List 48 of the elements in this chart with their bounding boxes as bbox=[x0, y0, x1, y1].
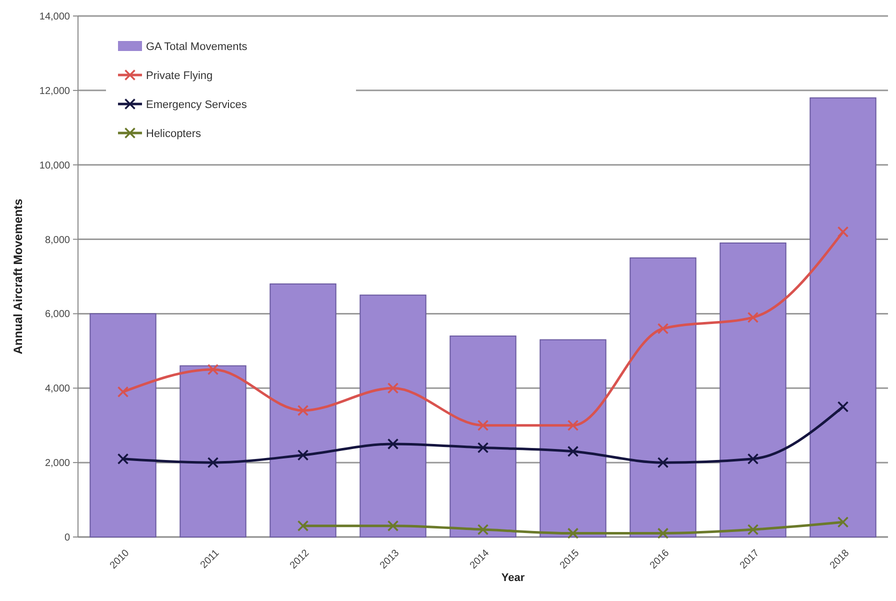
bar bbox=[450, 336, 516, 538]
point bbox=[477, 420, 489, 431]
bar bbox=[360, 294, 426, 538]
point bbox=[567, 446, 579, 458]
point bbox=[567, 528, 579, 539]
y-axis-title: Annual Aircraft Movements bbox=[11, 198, 25, 354]
bar bbox=[180, 365, 246, 538]
point bbox=[747, 524, 759, 536]
y-tick-label: 14,000 bbox=[39, 12, 70, 22]
point bbox=[657, 528, 669, 539]
bar bbox=[540, 339, 606, 538]
bar bbox=[810, 97, 876, 538]
point bbox=[747, 453, 759, 464]
y-tick-label: 12,000 bbox=[39, 86, 70, 97]
point bbox=[387, 438, 399, 450]
point bbox=[567, 420, 579, 431]
legend-label: Helicopters bbox=[146, 128, 202, 140]
y-tick-label: 6,000 bbox=[44, 309, 70, 320]
legend-label: Private Flying bbox=[146, 70, 213, 82]
y-tick-label: 2,000 bbox=[44, 458, 70, 470]
point bbox=[117, 386, 129, 398]
y-tick-label: 10,000 bbox=[39, 160, 70, 172]
legend-label: Emergency Services bbox=[146, 98, 248, 111]
point bbox=[477, 524, 489, 536]
point bbox=[297, 520, 309, 532]
point bbox=[837, 401, 849, 412]
point bbox=[117, 453, 129, 464]
point bbox=[207, 456, 219, 468]
point bbox=[297, 450, 309, 461]
point bbox=[387, 520, 399, 532]
bar bbox=[270, 283, 336, 538]
point bbox=[477, 442, 489, 454]
point bbox=[747, 312, 759, 324]
y-tick-label: 4,000 bbox=[44, 384, 70, 395]
y-tick-label: 8,000 bbox=[44, 234, 70, 246]
bar bbox=[630, 257, 696, 538]
point bbox=[837, 516, 849, 528]
point bbox=[657, 322, 669, 334]
point bbox=[657, 456, 669, 468]
y-tick-label: 0 bbox=[64, 532, 70, 544]
bar bbox=[90, 313, 156, 538]
point bbox=[207, 364, 219, 376]
point bbox=[387, 382, 399, 394]
legend-label: GA Total Movements bbox=[146, 40, 248, 53]
x-axis-title: Year bbox=[501, 572, 526, 584]
point bbox=[837, 226, 849, 238]
point bbox=[297, 404, 309, 416]
bar bbox=[720, 242, 786, 538]
